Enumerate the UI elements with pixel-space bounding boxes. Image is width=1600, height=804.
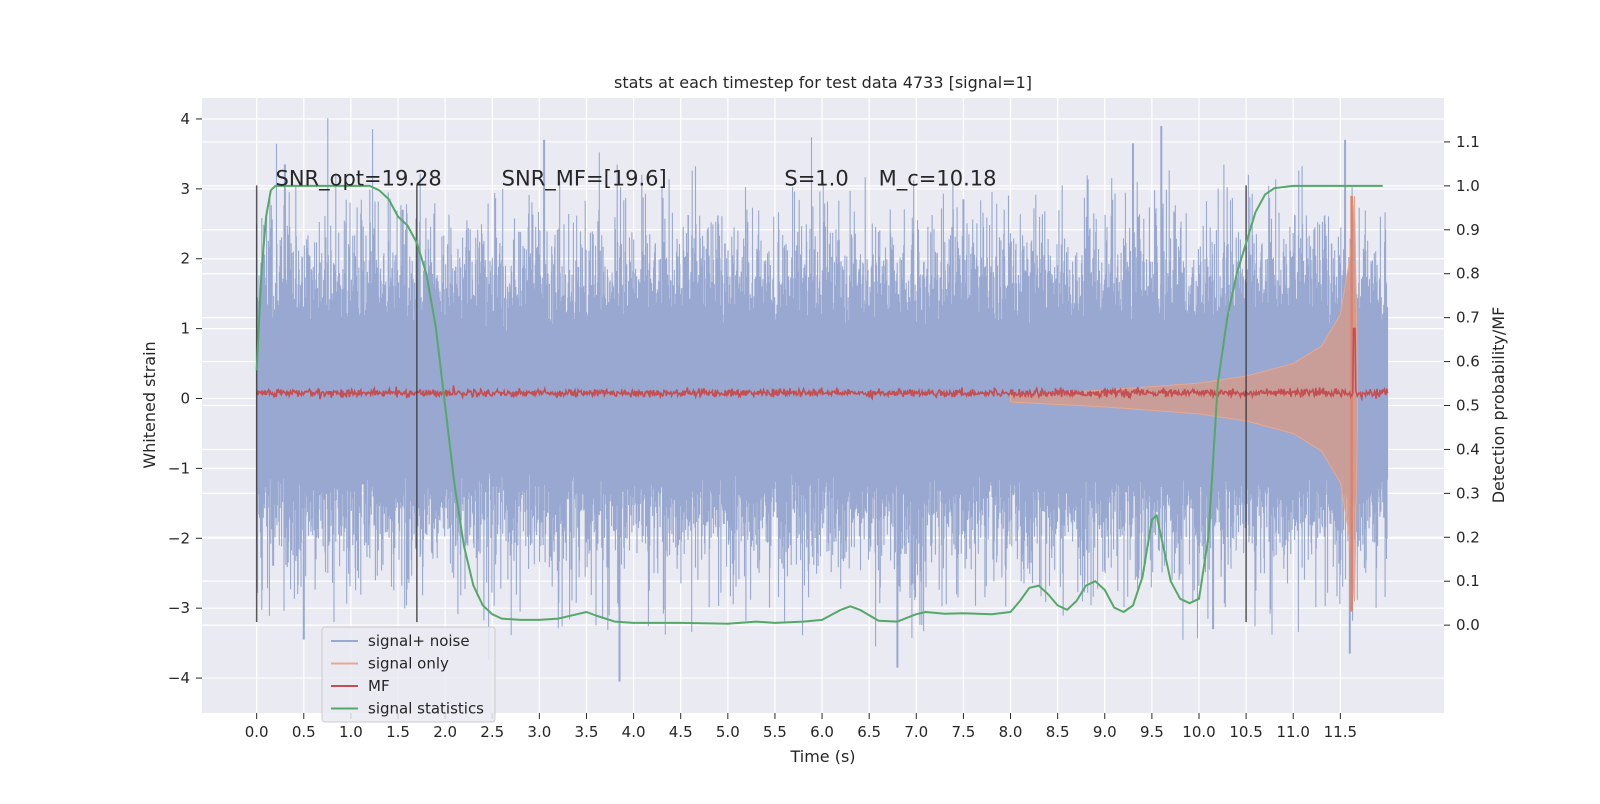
x-tick-label: 8.5 xyxy=(1046,723,1070,741)
y-tick-label: −3 xyxy=(168,599,190,617)
legend-label: MF xyxy=(368,677,390,695)
y-right-tick-label: 1.1 xyxy=(1456,133,1480,151)
y-right-tick-label: 0.6 xyxy=(1456,353,1480,371)
x-tick-label: 11.0 xyxy=(1277,723,1310,741)
y-tick-label: −4 xyxy=(168,669,190,687)
signal-only-envelope xyxy=(1010,195,1358,602)
signal-statistics-line xyxy=(255,184,1383,625)
x-axis-label: Time (s) xyxy=(789,747,855,766)
x-tick-label: 4.0 xyxy=(622,723,646,741)
annotation-text: M_c=10.18 xyxy=(879,166,997,191)
y-right-tick-label: 0.7 xyxy=(1456,309,1480,327)
legend-label: signal only xyxy=(368,655,449,673)
mf-line xyxy=(255,327,1389,402)
y-right-tick-label: 0.3 xyxy=(1456,484,1480,502)
y-axis-label: Whitened strain xyxy=(140,341,159,468)
x-tick-label: 2.0 xyxy=(433,723,457,741)
x-tick-label: 8.0 xyxy=(999,723,1023,741)
x-tick-label: 1.5 xyxy=(386,723,410,741)
annotation-text: SNR_MF=[19.6] xyxy=(502,166,667,191)
x-tick-label: 0.5 xyxy=(292,723,316,741)
x-tick-label: 9.5 xyxy=(1140,723,1164,741)
x-tick-label: 10.0 xyxy=(1182,723,1215,741)
x-tick-label: 2.5 xyxy=(480,723,504,741)
legend-label: signal statistics xyxy=(368,700,484,718)
annotation-text: SNR_opt=19.28 xyxy=(276,166,442,191)
x-tick-label: 3.0 xyxy=(527,723,551,741)
y-tick-label: 0 xyxy=(180,390,190,408)
y-right-tick-label: 0.2 xyxy=(1456,528,1480,546)
y-tick-label: 1 xyxy=(180,320,190,338)
annotation-text: S=1.0 xyxy=(784,166,848,190)
x-tick-label: 7.0 xyxy=(904,723,928,741)
y-right-tick-label: 0.9 xyxy=(1456,221,1480,239)
y-right-tick-label: 0.4 xyxy=(1456,440,1480,458)
x-tick-label: 9.0 xyxy=(1093,723,1117,741)
y-right-tick-label: 1.0 xyxy=(1456,177,1480,195)
signal-only-layer xyxy=(1010,195,1358,612)
y-tick-label: −1 xyxy=(168,459,190,477)
chart-title: stats at each timestep for test data 473… xyxy=(614,73,1032,92)
y-right-axis-label: Detection probability/MF xyxy=(1489,307,1508,504)
x-tick-label: 6.0 xyxy=(810,723,834,741)
legend-label: signal+ noise xyxy=(368,632,470,650)
y-right-tick-label: 0.8 xyxy=(1456,265,1480,283)
y-right-tick-label: 0.0 xyxy=(1456,616,1480,634)
x-tick-label: 6.5 xyxy=(857,723,881,741)
x-tick-label: 5.5 xyxy=(763,723,787,741)
x-tick-label: 7.5 xyxy=(951,723,975,741)
y-tick-label: 4 xyxy=(180,110,190,128)
y-tick-label: 2 xyxy=(180,250,190,268)
vertical-lines-layer xyxy=(255,185,1247,623)
y-right-tick-label: 0.1 xyxy=(1456,572,1480,590)
mf-layer xyxy=(255,327,1389,402)
y-tick-label: −2 xyxy=(168,529,190,547)
x-tick-label: 0.0 xyxy=(245,723,269,741)
x-tick-label: 5.0 xyxy=(716,723,740,741)
x-tick-label: 3.5 xyxy=(575,723,599,741)
annotations-layer: SNR_opt=19.28 SNR_MF=[19.6] S=1.0 M_c=10.18 xyxy=(276,166,997,191)
legend-box xyxy=(321,626,496,723)
x-tick-label: 1.0 xyxy=(339,723,363,741)
y-right-tick-label: 0.5 xyxy=(1456,397,1480,415)
ticks-layer: 0.0 0.5 1.0 1.5 2.0 2.5 3.0 3.5 4.0 4.5 5.0 5.5 6.0 6… xyxy=(168,110,1480,741)
x-tick-label: 4.5 xyxy=(669,723,693,741)
legend: signal+ noise signal only MF signal statist… xyxy=(321,626,496,723)
x-tick-label: 11.5 xyxy=(1324,723,1357,741)
y-tick-label: 3 xyxy=(180,180,190,198)
x-tick-label: 10.5 xyxy=(1229,723,1262,741)
signal-statistics-layer xyxy=(255,184,1383,625)
